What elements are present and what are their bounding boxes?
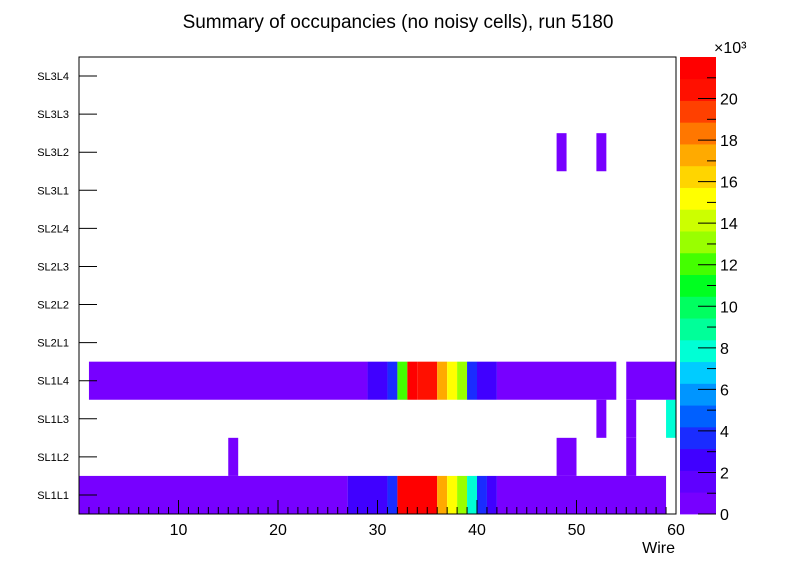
- color-scale-segment: [680, 209, 716, 232]
- x-tick-label: 20: [269, 522, 287, 539]
- y-tick-label: SL1L4: [37, 376, 69, 388]
- heatmap-cell: [486, 475, 497, 514]
- color-scale-segment: [680, 318, 716, 341]
- color-scale-segment: [680, 383, 716, 406]
- heatmap-cell: [467, 361, 477, 400]
- color-scale-tick-label: 12: [720, 258, 738, 275]
- y-tick-label: SL3L3: [37, 109, 69, 121]
- color-scale-tick-label: 20: [720, 92, 738, 109]
- color-scale-segment: [680, 296, 716, 319]
- plot-frame: [78, 56, 677, 515]
- color-scale-segment: [680, 57, 716, 80]
- y-tick-label: SL2L2: [37, 300, 69, 312]
- heatmap-cell: [556, 133, 567, 172]
- heatmap-cell: [437, 475, 448, 514]
- color-scale-segment: [680, 492, 716, 515]
- color-scale: 0 2 4 6 8 10 12 14 16 18 20: [680, 57, 738, 524]
- heatmap-cell: [666, 399, 676, 438]
- heatmap-cell: [347, 475, 378, 514]
- color-scale-tick-label: 16: [720, 175, 738, 192]
- y-tick-label: SL1L3: [37, 414, 69, 426]
- heatmap-cell: [596, 399, 607, 438]
- x-tick-label: 60: [667, 522, 685, 539]
- x-tick-label: 10: [170, 522, 188, 539]
- color-scale-tick-label: 10: [720, 299, 738, 316]
- x-tick-label: 30: [369, 522, 387, 539]
- heatmap-cells: [79, 133, 676, 514]
- y-tick-label: SL2L3: [37, 261, 69, 273]
- x-axis-labels: 10 20 30 40 50 60: [170, 522, 685, 539]
- x-tick-label: 40: [468, 522, 486, 539]
- y-axis-labels: SL1L1 SL1L2 SL1L3 SL1L4 SL2L1 SL2L2 SL2L3 SL2L4…: [37, 71, 69, 502]
- color-scale-exponent: ×10³: [714, 40, 747, 57]
- heatmap-cell: [88, 361, 368, 400]
- color-scale-segment: [680, 470, 716, 493]
- color-scale-tick-label: 4: [720, 424, 729, 441]
- color-scale-segment: [680, 231, 716, 254]
- heatmap-cell: [377, 475, 388, 514]
- heatmap-cell: [496, 361, 617, 400]
- y-tick-label: SL2L1: [37, 338, 69, 350]
- heatmap-cell: [626, 437, 637, 476]
- y-tick-label: SL3L1: [37, 185, 69, 197]
- chart-title: Summary of occupancies (no noisy cells),…: [183, 12, 614, 33]
- color-scale-segment: [680, 274, 716, 297]
- color-scale-tick-label: 18: [720, 133, 738, 150]
- heatmap-cell: [596, 133, 607, 172]
- y-tick-label: SL3L2: [37, 147, 69, 159]
- heatmap-cell: [228, 437, 239, 476]
- color-scale-segment: [680, 339, 716, 363]
- x-tick-label: 50: [568, 522, 586, 539]
- heatmap-cell: [407, 361, 418, 400]
- color-scale-segment: [680, 405, 716, 428]
- y-tick-label: SL3L4: [37, 71, 69, 83]
- axis-ticks: [79, 75, 667, 514]
- heatmap-cell: [626, 361, 676, 400]
- heatmap-cell: [447, 361, 458, 400]
- color-scale-segment: [680, 361, 716, 384]
- color-scale-segment: [680, 144, 716, 167]
- heatmap-cell: [556, 437, 577, 476]
- color-scale-segment: [680, 100, 716, 123]
- color-scale-tick-label: 14: [720, 216, 738, 233]
- heatmap-cell: [417, 361, 438, 400]
- heatmap-cell: [367, 361, 388, 400]
- heatmap-cell: [496, 475, 667, 514]
- color-scale-segment: [680, 165, 716, 188]
- y-tick-label: SL2L4: [37, 223, 69, 235]
- heatmap-cell: [626, 399, 637, 438]
- heatmap-cell: [467, 475, 477, 514]
- color-scale-segment: [680, 426, 716, 450]
- heatmap-cell: [387, 361, 398, 400]
- heatmap-cell: [447, 475, 458, 514]
- x-axis-title: Wire: [642, 540, 675, 557]
- color-scale-tick-label: 8: [720, 341, 729, 358]
- heatmap-cell: [437, 361, 448, 400]
- heatmap-cell: [477, 361, 497, 400]
- heatmap-cell: [387, 475, 398, 514]
- color-scale-segment: [680, 252, 716, 276]
- color-scale-tick-label: 2: [720, 465, 729, 482]
- heatmap-cell: [457, 475, 468, 514]
- y-tick-label: SL1L1: [37, 490, 69, 502]
- color-scale-tick-label: 6: [720, 382, 729, 399]
- color-scale-tick-label: 0: [720, 507, 729, 524]
- heatmap-cell: [397, 361, 408, 400]
- color-scale-segment: [680, 187, 716, 210]
- heatmap-cell: [79, 475, 348, 514]
- y-tick-label: SL1L2: [37, 452, 69, 464]
- color-scale-segment: [680, 78, 716, 101]
- heatmap-cell: [457, 361, 468, 400]
- color-scale-segment: [680, 122, 716, 145]
- color-scale-segment: [680, 448, 716, 471]
- heatmap-cell: [477, 475, 487, 514]
